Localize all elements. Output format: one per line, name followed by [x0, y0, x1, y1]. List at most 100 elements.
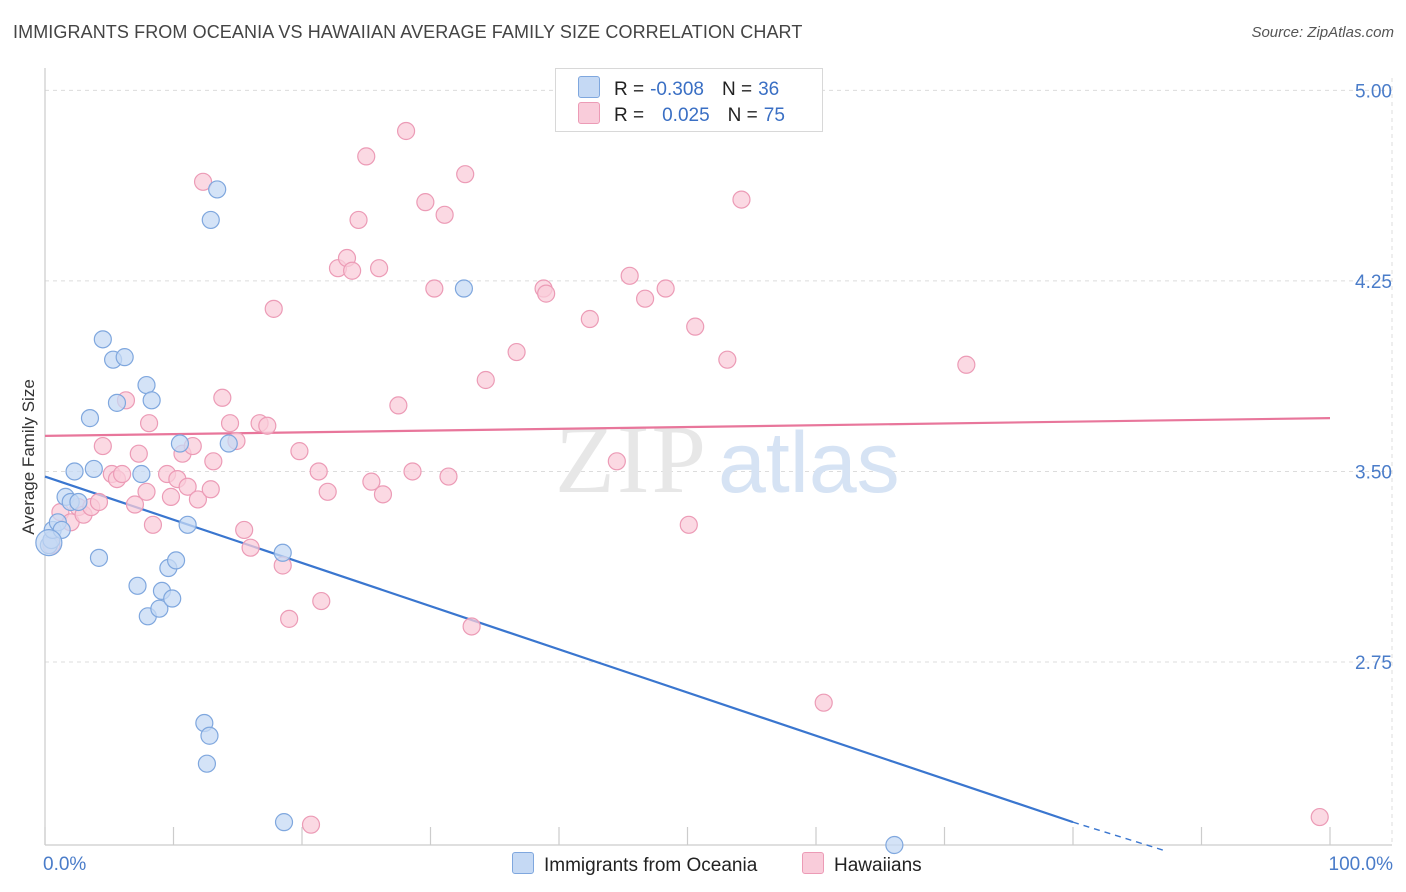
watermark-atlas: atlas — [718, 415, 900, 511]
point-oceania — [197, 754, 217, 773]
point-hawaiians — [456, 165, 475, 184]
point-hawaiians — [143, 515, 163, 534]
point-oceania — [200, 726, 219, 745]
point-hawaiians — [656, 279, 675, 298]
point-oceania — [166, 551, 186, 570]
point-oceania — [65, 462, 84, 481]
point-hawaiians — [349, 210, 368, 230]
point-oceania — [454, 279, 474, 298]
point-hawaiians — [580, 309, 599, 329]
point-hawaiians — [416, 193, 435, 212]
point-oceania — [208, 180, 227, 199]
point-hawaiians — [507, 342, 526, 362]
y-tick-label: 2.75 — [1355, 653, 1392, 674]
point-hawaiians — [161, 487, 181, 506]
y-tick-label: 4.25 — [1355, 272, 1392, 293]
point-hawaiians — [220, 414, 240, 433]
point-hawaiians — [139, 414, 159, 433]
source-label: Source: ZipAtlas.com — [1251, 24, 1394, 41]
point-hawaiians — [125, 495, 145, 514]
point-oceania — [885, 835, 904, 855]
legend-n-value: 75 — [763, 105, 785, 126]
x-tick-labels: 0.0% 100.0% — [43, 854, 1393, 875]
point-oceania — [201, 210, 220, 230]
point-hawaiians — [258, 416, 277, 435]
point-hawaiians — [312, 591, 331, 611]
point-hawaiians — [280, 609, 299, 628]
point-hawaiians — [476, 370, 495, 390]
point-hawaiians — [89, 492, 109, 512]
point-oceania — [142, 391, 161, 410]
trend-line-oceania — [44, 475, 1074, 824]
point-hawaiians — [718, 350, 737, 369]
point-hawaiians — [213, 388, 232, 407]
point-hawaiians — [373, 485, 393, 504]
point-hawaiians — [403, 462, 422, 481]
y-tick-labels: 2.75 3.50 4.25 5.00 — [1355, 81, 1392, 674]
point-oceania — [107, 393, 127, 412]
point-hawaiians — [620, 266, 639, 285]
point-oceania — [80, 409, 100, 428]
point-hawaiians — [957, 355, 976, 374]
legend-n-value: 36 — [758, 79, 780, 100]
point-hawaiians — [188, 490, 208, 509]
point-hawaiians — [462, 617, 481, 636]
point-hawaiians — [201, 480, 220, 499]
point-oceania — [69, 492, 88, 512]
point-oceania — [178, 515, 197, 534]
legend-r-label: R = — [614, 79, 645, 100]
point-hawaiians — [309, 462, 328, 481]
point-oceania — [273, 543, 292, 562]
point-hawaiians — [635, 289, 655, 308]
point-hawaiians — [93, 436, 112, 456]
point-hawaiians — [679, 515, 698, 534]
y-tick-label: 5.00 — [1355, 81, 1392, 102]
point-hawaiians — [112, 464, 132, 484]
x-tick-label-max: 100.0% — [1329, 854, 1394, 875]
axes — [44, 68, 1392, 846]
point-oceania — [170, 434, 190, 453]
point-hawaiians — [129, 444, 148, 463]
legend-swatch-blue — [512, 852, 534, 874]
point-hawaiians — [435, 205, 454, 224]
trend-extension-oceania — [1072, 821, 1164, 851]
point-hawaiians — [264, 299, 283, 318]
legend-label-oceania: Immigrants from Oceania — [544, 855, 758, 876]
point-hawaiians — [439, 467, 458, 486]
point-hawaiians — [178, 477, 197, 496]
gridlines — [45, 78, 1393, 845]
trend-lines — [44, 417, 1331, 851]
point-hawaiians — [537, 284, 556, 303]
legend-n-label: N = — [721, 79, 753, 100]
point-hawaiians — [241, 538, 260, 557]
point-hawaiians — [425, 279, 444, 298]
point-hawaiians — [301, 815, 321, 834]
point-oceania-large — [35, 529, 63, 557]
point-oceania — [84, 459, 103, 479]
legend-swatch-pink — [578, 102, 600, 124]
legend-row-hawaiians: R = 0.025 N = 75 — [578, 102, 785, 128]
point-hawaiians — [389, 396, 408, 415]
legend-row-oceania: R = -0.308 N = 36 — [578, 76, 779, 102]
point-hawaiians — [357, 147, 376, 166]
point-oceania — [219, 434, 238, 453]
point-hawaiians — [193, 172, 213, 191]
point-hawaiians — [290, 442, 309, 461]
y-axis-title: Average Family Size — [19, 379, 38, 535]
point-hawaiians — [318, 482, 337, 501]
point-oceania — [93, 330, 112, 349]
point-hawaiians — [607, 452, 626, 471]
bottom-legend-oceania: Immigrants from Oceania — [512, 852, 757, 877]
point-oceania — [115, 348, 134, 367]
trend-line-hawaiians — [44, 417, 1331, 438]
point-hawaiians — [370, 259, 389, 278]
watermark-zip: ZIP — [555, 406, 708, 514]
chart-title: IMMIGRANTS FROM OCEANIA VS HAWAIIAN AVER… — [13, 22, 803, 42]
point-hawaiians — [396, 121, 416, 141]
legend-r-value: 0.025 — [662, 105, 710, 126]
point-oceania — [163, 589, 182, 608]
point-hawaiians — [732, 190, 751, 209]
legend-swatch-pink — [802, 852, 824, 874]
bottom-legend-hawaiians: Hawaiians — [802, 852, 922, 877]
point-oceania — [150, 599, 169, 618]
